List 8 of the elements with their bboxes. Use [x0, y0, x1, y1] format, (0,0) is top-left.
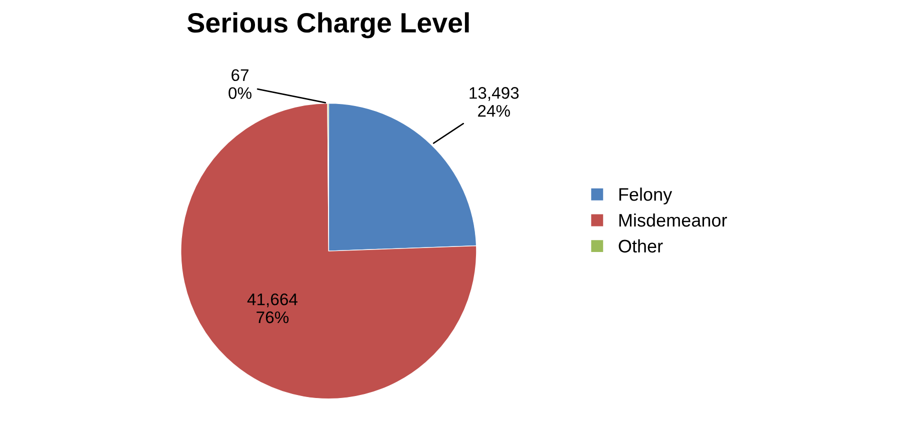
legend-label: Felony — [619, 188, 672, 204]
data-label: 41,664 76% — [247, 293, 298, 324]
legend-label: Misdemeanor — [619, 213, 727, 227]
chart-title: Serious Charge Level — [187, 12, 469, 38]
data-label: 13,493 24% — [470, 87, 519, 117]
data-label: 67 0% — [228, 69, 252, 99]
pie-slice — [180, 102, 477, 400]
legend-label: Other — [618, 239, 663, 253]
